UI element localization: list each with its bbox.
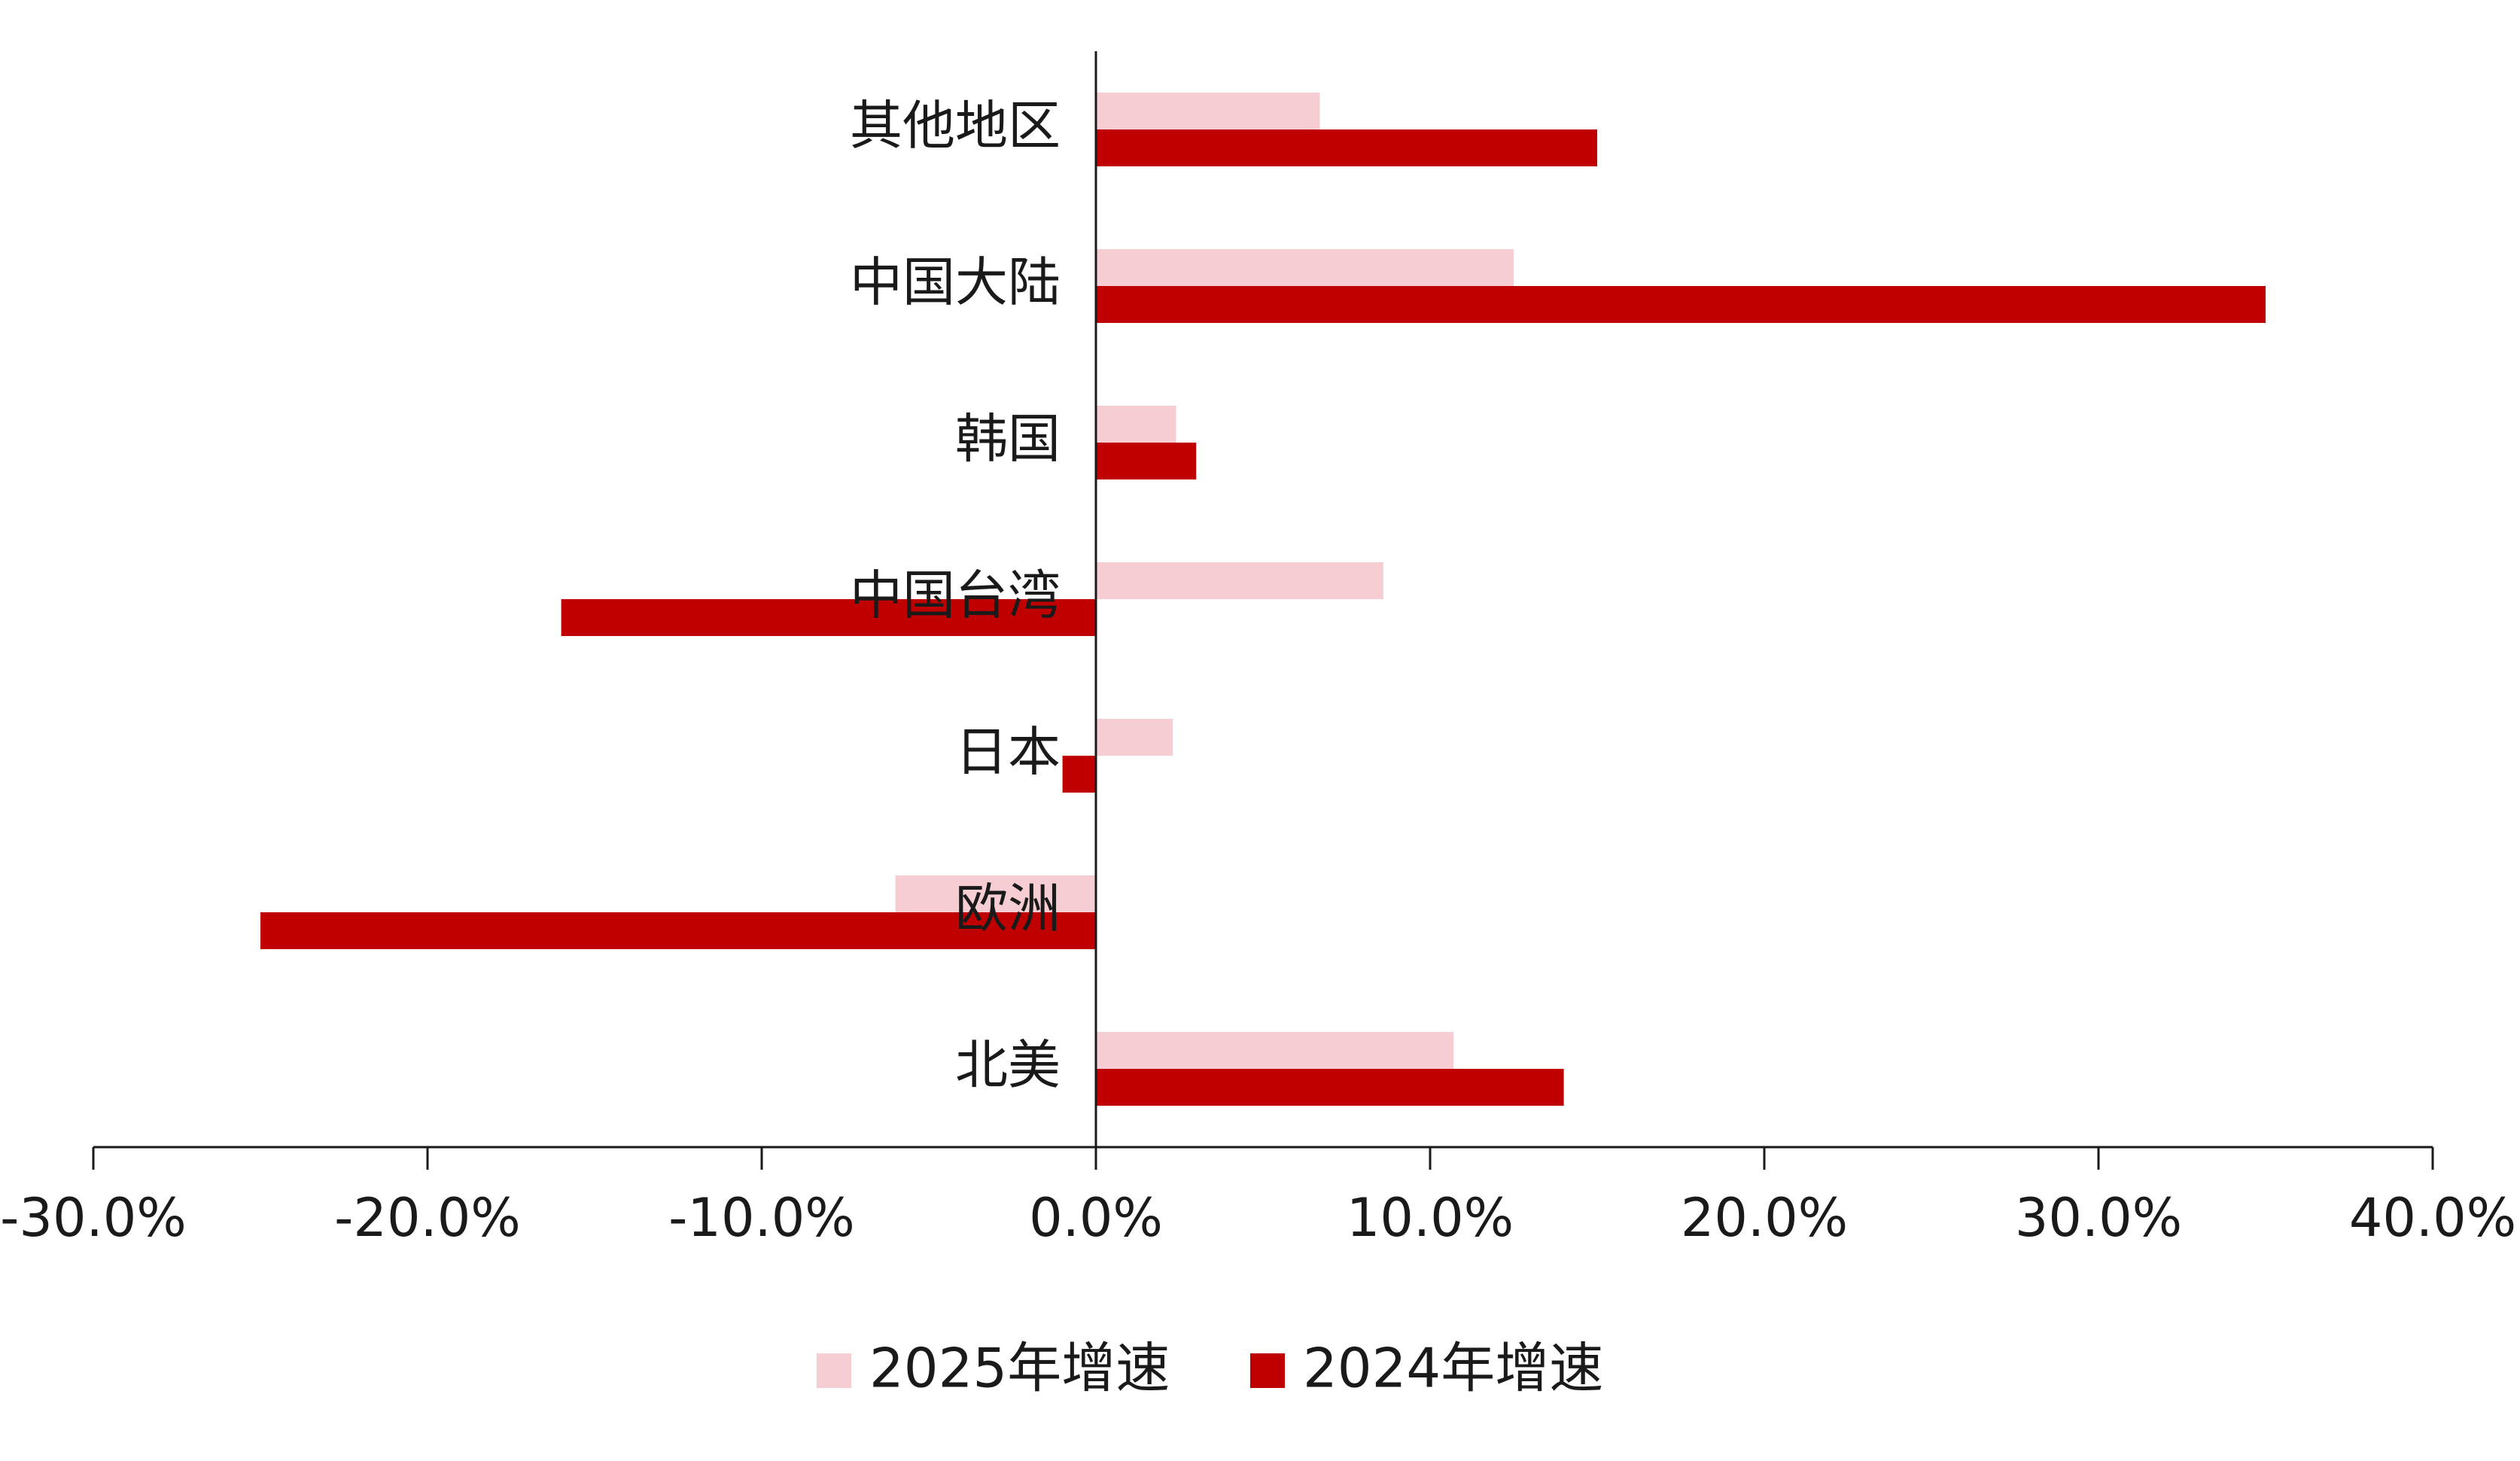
bar	[1096, 93, 1320, 129]
y-tick-label: 其他地区	[850, 95, 1061, 157]
bar	[1096, 443, 1197, 479]
legend-label: 2024年增速	[1303, 1337, 1603, 1400]
y-tick-label: 日本	[955, 721, 1061, 783]
bar	[1096, 562, 1383, 599]
x-tick-label: 40.0%	[2349, 1187, 2516, 1249]
y-tick-label: 中国大陆	[850, 251, 1061, 313]
legend-label: 2025年增速	[869, 1337, 1170, 1400]
bar	[1096, 406, 1176, 443]
x-tick-label: 10.0%	[1347, 1187, 1514, 1249]
bar	[1096, 1069, 1564, 1106]
x-tick-label: 0.0%	[1029, 1187, 1163, 1249]
x-tick-label: -20.0%	[334, 1187, 521, 1249]
bar	[1096, 1032, 1454, 1069]
y-tick-label: 中国台湾	[850, 565, 1061, 626]
x-tick-label: -30.0%	[0, 1187, 187, 1249]
bar	[260, 912, 1096, 949]
x-tick-label: 30.0%	[2015, 1187, 2182, 1249]
bar	[1062, 756, 1096, 793]
bar	[895, 875, 1096, 912]
bar	[561, 599, 1096, 636]
bar	[1096, 286, 2266, 323]
bar	[1096, 719, 1173, 756]
y-tick-label: 韩国	[955, 408, 1061, 470]
legend-swatch	[1250, 1353, 1285, 1388]
x-tick-label: -10.0%	[668, 1187, 855, 1249]
bar	[1096, 129, 1597, 166]
y-tick-label: 欧洲	[955, 878, 1061, 939]
x-tick-label: 20.0%	[1681, 1187, 1848, 1249]
y-tick-label: 北美	[955, 1034, 1061, 1096]
legend-swatch	[817, 1353, 851, 1388]
bar	[1096, 249, 1514, 286]
